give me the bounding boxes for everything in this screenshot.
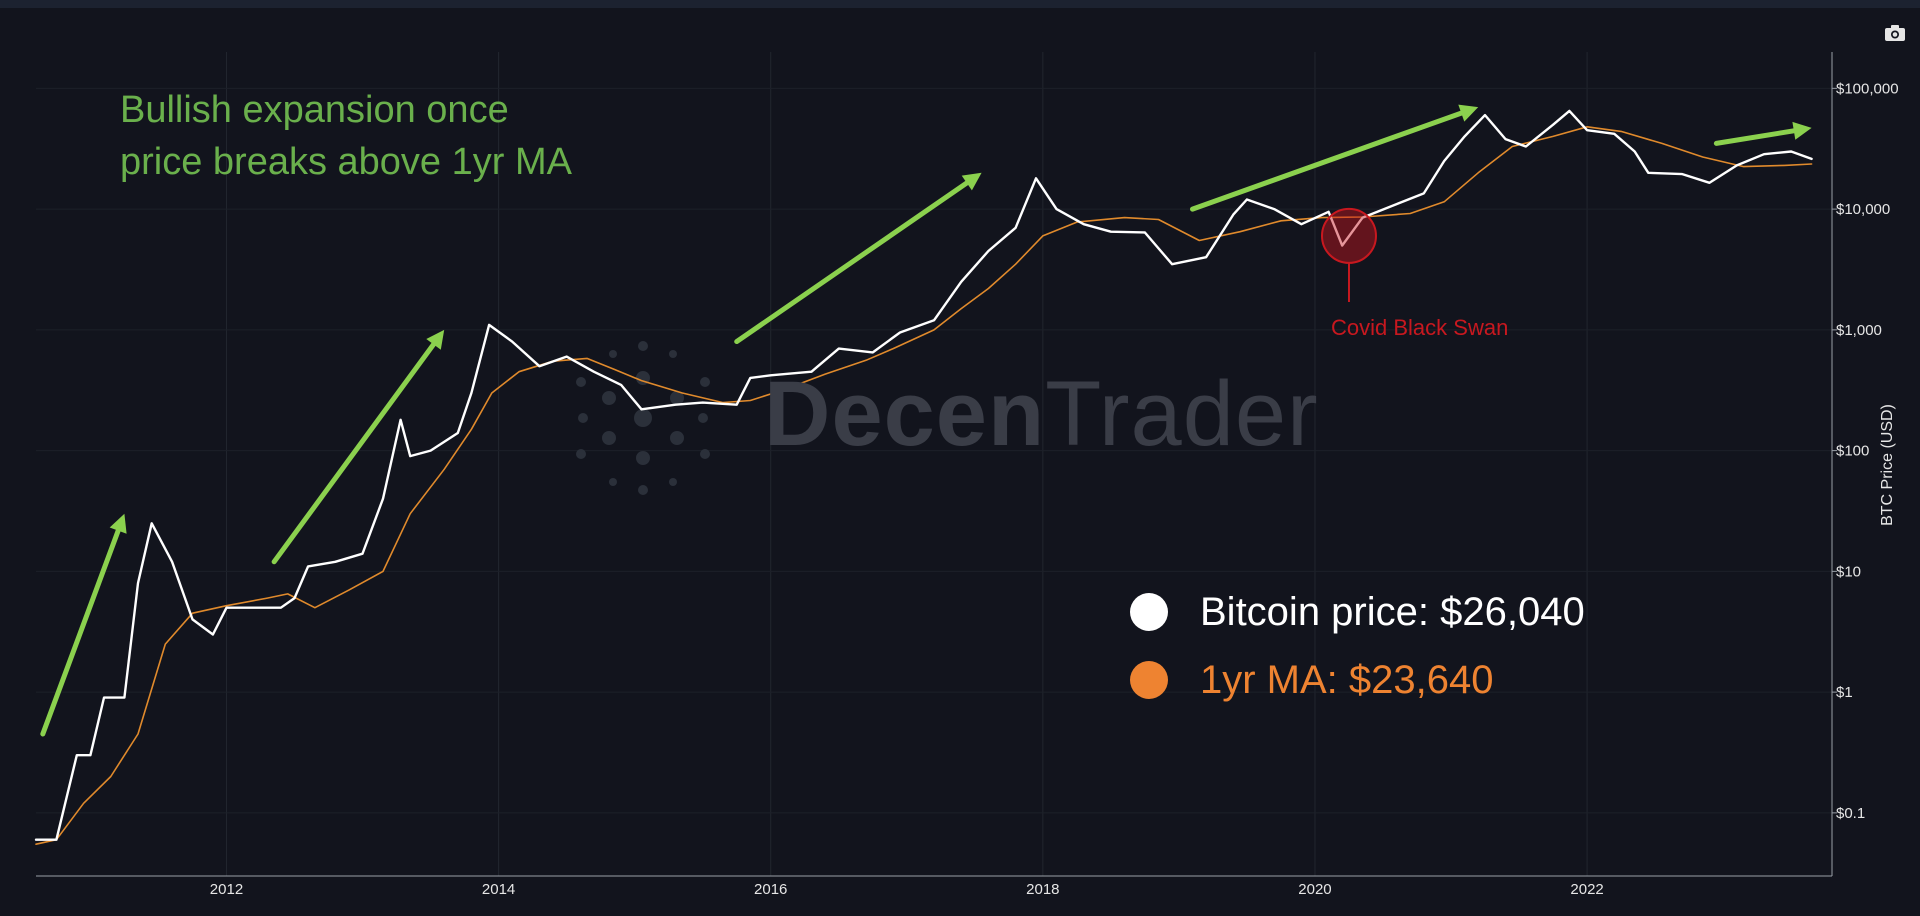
legend-item-price: Bitcoin price: $26,040 xyxy=(1130,578,1585,646)
trend-arrow-head xyxy=(1792,121,1812,140)
watermark-dot xyxy=(636,451,650,465)
trend-arrows xyxy=(40,104,1812,737)
legend-dot-ma xyxy=(1130,661,1168,699)
annotation-line-1: Bullish expansion once xyxy=(120,89,509,131)
bullish-annotation: Bullish expansion once price breaks abov… xyxy=(120,84,680,188)
watermark-dot xyxy=(670,431,684,445)
watermark-dot xyxy=(669,350,677,358)
trend-arrow-shaft xyxy=(40,528,121,737)
covid-label: Covid Black Swan xyxy=(1331,315,1509,340)
y-tick-label: $1,000 xyxy=(1836,322,1882,339)
watermark-dot xyxy=(698,413,708,423)
watermark-dot xyxy=(638,485,648,495)
grid xyxy=(36,52,1832,876)
x-tick-label: 2020 xyxy=(1298,881,1331,898)
watermark-dot xyxy=(576,377,586,387)
watermark-logo xyxy=(576,341,710,495)
watermark-dot xyxy=(602,391,616,405)
watermark-dot xyxy=(700,449,710,459)
trend-arrow-head xyxy=(1458,104,1479,122)
watermark-dot xyxy=(700,377,710,387)
price-series xyxy=(34,109,1813,841)
watermark-dot xyxy=(638,341,648,351)
x-tick-label: 2016 xyxy=(754,881,787,898)
watermark-dot xyxy=(576,449,586,459)
y-tick-label: $100 xyxy=(1836,443,1869,460)
trend-arrow-shaft xyxy=(1190,110,1464,212)
x-tick-label: 2014 xyxy=(482,881,515,898)
watermark-dot xyxy=(609,478,617,486)
ma-series xyxy=(35,126,1813,845)
covid-highlight xyxy=(1320,207,1377,302)
y-tick-label: $0.1 xyxy=(1836,805,1865,822)
watermark-dot xyxy=(609,350,617,358)
y-tick-label: $100,000 xyxy=(1836,80,1899,97)
legend-text-ma: 1yr MA: $23,640 xyxy=(1200,657,1494,702)
trend-arrow-head xyxy=(426,329,445,350)
legend-item-ma: 1yr MA: $23,640 xyxy=(1130,646,1585,714)
annotation-line-2: price breaks above 1yr MA xyxy=(120,141,572,183)
y-tick-label: $10 xyxy=(1836,563,1861,580)
y-axis-label: BTC Price (USD) xyxy=(1879,404,1896,526)
watermark-dot xyxy=(578,413,588,423)
x-tick-label: 2012 xyxy=(210,881,243,898)
watermark-dot xyxy=(669,478,677,486)
covid-circle xyxy=(1320,207,1377,264)
legend: Bitcoin price: $26,040 1yr MA: $23,640 xyxy=(1130,578,1585,714)
trend-arrow-shaft xyxy=(734,180,970,345)
price-line-path xyxy=(34,109,1813,841)
ma-line-path xyxy=(35,126,1813,845)
trend-arrow-head xyxy=(109,513,127,534)
trend-arrow-shaft xyxy=(1713,128,1797,146)
camera-icon[interactable] xyxy=(1884,24,1906,42)
y-tick-label: $1 xyxy=(1836,684,1853,701)
watermark-dot xyxy=(634,409,652,427)
watermark-dot xyxy=(602,431,616,445)
x-tick-label: 2018 xyxy=(1026,881,1059,898)
y-tick-label: $10,000 xyxy=(1836,201,1890,218)
trend-arrow-shaft xyxy=(271,341,437,565)
legend-text-price: Bitcoin price: $26,040 xyxy=(1200,589,1585,634)
trend-arrow-head xyxy=(961,172,982,191)
x-tick-label: 2022 xyxy=(1570,881,1603,898)
watermark-dot xyxy=(670,391,684,405)
legend-dot-price xyxy=(1130,593,1168,631)
top-bar xyxy=(0,0,1920,8)
axes: 2012 2014 2016 2018 2020 2022 $0.1 $1 $10 $100 $1,… xyxy=(36,52,1899,898)
